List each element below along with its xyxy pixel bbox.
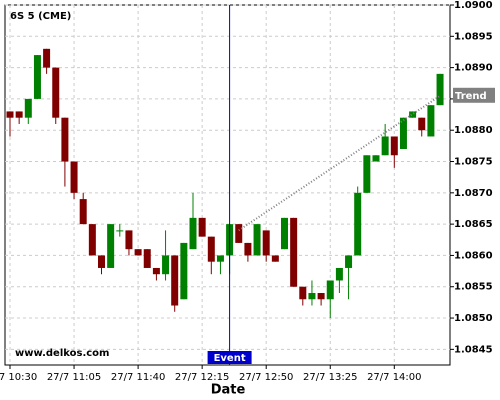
trend-line	[238, 94, 441, 232]
y-tick-label: 1.0900	[454, 0, 493, 11]
x-tick-label: 27/7 11:40	[111, 372, 165, 383]
y-tick-label: 1.0855	[454, 282, 493, 293]
candle-body	[317, 293, 325, 300]
candle-body	[372, 155, 380, 162]
candle-body	[271, 255, 279, 262]
y-tick-label: 1.0880	[454, 125, 493, 136]
x-tick-label: 27/7 10:30	[0, 372, 37, 383]
candle-body	[244, 242, 252, 256]
candle-body	[363, 155, 371, 193]
x-tick-label: 27/7 11:05	[47, 372, 101, 383]
candle-body	[207, 236, 215, 262]
y-tick-label: 1.0895	[454, 31, 493, 42]
trend-label-box	[453, 87, 495, 103]
candle-body	[79, 199, 87, 225]
candle-body	[381, 136, 389, 156]
x-tick-label: 27/7 13:25	[303, 372, 357, 383]
candle-body	[24, 98, 32, 118]
y-tick-label: 1.0850	[454, 313, 493, 324]
candle-body	[253, 224, 261, 256]
x-axis-label: Date	[211, 383, 246, 398]
candle-body	[152, 267, 160, 275]
candle-body	[189, 217, 197, 250]
candle-body	[281, 217, 288, 250]
candle-body	[107, 224, 115, 268]
candle-body	[125, 230, 133, 250]
candle-body	[345, 255, 353, 268]
candle-body	[98, 255, 105, 268]
candle-body	[216, 255, 224, 262]
candle-body	[162, 255, 170, 275]
candle-body	[399, 117, 407, 149]
candle-body	[299, 286, 307, 300]
candle-body	[335, 267, 343, 281]
x-tick-label: 27/7 12:15	[175, 372, 229, 383]
candle-body	[6, 111, 14, 118]
candle-body	[43, 48, 51, 68]
watermark: www.delkos.com	[15, 348, 109, 359]
candle-body	[390, 136, 398, 156]
candle-body	[116, 230, 124, 232]
y-tick-label: 1.0860	[454, 250, 493, 261]
candle-body	[52, 67, 60, 118]
candle-body	[354, 192, 362, 256]
event-label: Event	[214, 353, 246, 364]
candle-body	[198, 217, 206, 237]
candle-body	[134, 249, 142, 256]
trend-label: Trend	[455, 91, 487, 102]
candle-body	[409, 111, 417, 118]
candle-body	[15, 111, 23, 118]
candle-body	[326, 280, 334, 300]
candle-body	[290, 217, 298, 287]
y-tick-label: 1.0875	[454, 157, 493, 168]
candle-body	[33, 55, 41, 99]
y-tick-label: 1.0870	[454, 188, 493, 199]
candle-body	[70, 161, 78, 193]
candle-body	[143, 249, 151, 268]
candle-body	[436, 73, 444, 106]
candle-body	[171, 255, 179, 306]
y-tick-label: 1.0845	[454, 344, 493, 355]
y-tick-label: 1.0890	[454, 63, 493, 74]
x-tick-label: 27/7 14:00	[367, 372, 421, 383]
y-tick-label: 1.0865	[454, 219, 493, 230]
candle-body	[88, 224, 96, 256]
candle-body	[180, 242, 188, 300]
plot-area	[4, 4, 451, 366]
event-label-box	[207, 351, 252, 364]
x-tick-label: 27/7 12:50	[239, 372, 293, 383]
candle-body	[427, 105, 435, 137]
candle-body	[308, 293, 316, 300]
candle-body	[418, 117, 426, 131]
chart-title: 6S 5 (CME)	[10, 11, 71, 22]
candle-body	[235, 224, 243, 243]
candle-body	[61, 117, 69, 162]
candle-body	[262, 230, 270, 256]
